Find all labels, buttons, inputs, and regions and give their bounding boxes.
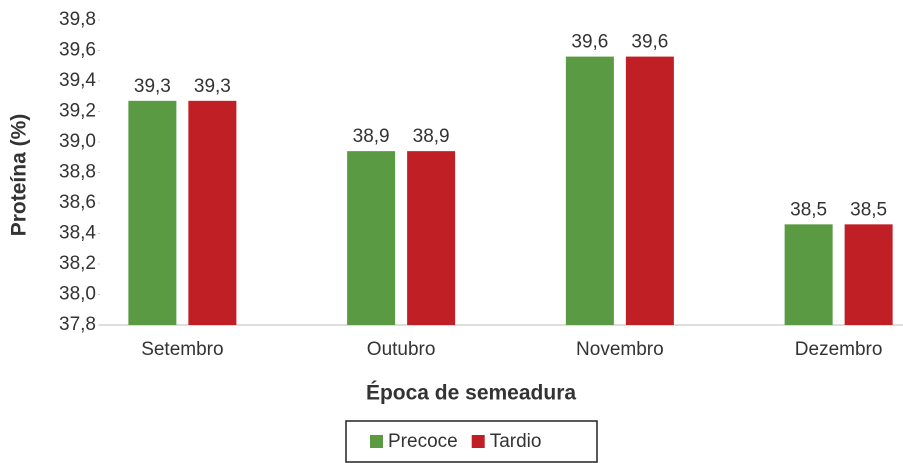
legend-swatch [471, 435, 485, 448]
x-axis-title: Época de semeadura [366, 382, 576, 405]
legend-box [345, 420, 598, 463]
value-label: 39,6 [631, 32, 668, 53]
legend-label: Tardio [490, 431, 542, 452]
legend-swatch [370, 435, 383, 448]
bar [347, 151, 396, 325]
value-label: 39,6 [571, 32, 608, 53]
bar [407, 151, 456, 325]
x-tick-label: Outubro [367, 339, 436, 360]
value-label: 39,3 [134, 76, 171, 97]
value-label: 38,5 [850, 199, 887, 220]
bar [625, 56, 674, 325]
y-tick-label: 38,8 [59, 162, 96, 183]
bar [128, 100, 177, 325]
y-tick-label: 39,2 [59, 101, 96, 122]
value-label: 39,3 [194, 76, 231, 97]
bar [188, 100, 237, 325]
y-tick-label: 39,6 [59, 40, 96, 61]
bar [565, 56, 614, 325]
y-tick-label: 39,8 [59, 9, 96, 30]
bar [784, 224, 833, 325]
y-tick-label: 38,6 [59, 192, 96, 213]
value-label: 38,9 [413, 126, 450, 147]
y-tick-label: 38,4 [59, 223, 96, 244]
y-tick-label: 39,0 [59, 131, 96, 152]
y-tick-label: 38,2 [59, 253, 96, 274]
y-tick-label: 39,4 [59, 70, 96, 91]
x-tick-label: Novembro [576, 339, 664, 360]
x-tick-label: Setembro [141, 339, 223, 360]
legend-label: Precoce [388, 431, 458, 452]
bar [844, 224, 893, 325]
y-tick-label: 38,0 [59, 284, 96, 305]
x-tick-label: Dezembro [795, 339, 883, 360]
value-label: 38,5 [790, 199, 827, 220]
y-axis-title: Proteína (%) [8, 114, 31, 237]
y-tick-label: 37,8 [59, 314, 96, 335]
value-label: 38,9 [353, 126, 390, 147]
